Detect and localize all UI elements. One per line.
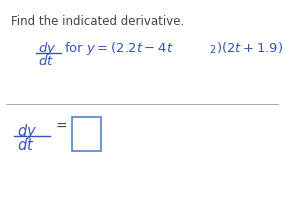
Text: $\mathrm{for}\ y = (2.2t - 4t$: $\mathrm{for}\ y = (2.2t - 4t$ <box>64 40 174 57</box>
Text: =: = <box>55 120 67 134</box>
Text: $dt$: $dt$ <box>38 54 54 68</box>
Text: $dy$: $dy$ <box>38 40 57 57</box>
FancyBboxPatch shape <box>72 117 101 151</box>
Text: $2$: $2$ <box>209 43 216 55</box>
Text: $dt$: $dt$ <box>17 137 35 153</box>
Text: $dy$: $dy$ <box>17 122 37 141</box>
Text: $)(2t + 1.9)$: $)(2t + 1.9)$ <box>216 40 283 55</box>
Text: Find the indicated derivative.: Find the indicated derivative. <box>11 15 185 28</box>
